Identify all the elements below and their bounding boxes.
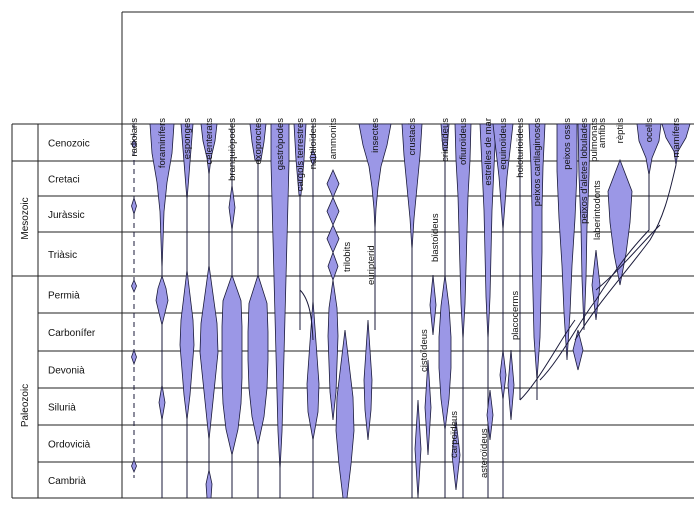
ocells-blob: [636, 123, 662, 176]
esponges-blob: [180, 123, 194, 201]
group-label: mamífers: [671, 118, 682, 158]
period-label: Triàsic: [48, 250, 77, 261]
radiolaris-blob: [131, 348, 137, 366]
group-label: foraminífers: [157, 118, 168, 168]
era-label: Paleozoic: [20, 384, 31, 427]
period-label: Cretaci: [48, 175, 80, 186]
celenterats-blob: [200, 123, 218, 176]
exoproctes-blob: [247, 273, 269, 446]
group-label: crinoïdeus: [440, 118, 451, 162]
group-label: peixos ossis: [562, 118, 573, 170]
reptil-branch: [595, 224, 661, 291]
inline-label: euripterid: [366, 245, 377, 285]
period-label: Permià: [48, 291, 80, 302]
group-label: ocells: [644, 118, 655, 143]
group-label: estrelles de mar: [483, 118, 494, 186]
gastro-branch: [299, 289, 314, 341]
inline-label: cistoïdeus: [419, 329, 430, 372]
placoderms-blob: [507, 349, 515, 421]
era-label: Mesozoic: [20, 197, 31, 239]
aletes-blob: [577, 123, 591, 331]
crinoideus-blob: [438, 274, 452, 431]
group-label: nautiloïdeus: [308, 118, 319, 169]
group-label: branquiòpodes: [227, 118, 238, 181]
chart-labels: Cenozoic Cretaci Juràssic Triàsic Permià Carb…: [20, 118, 682, 487]
group-label: peixos cartilaginosos: [532, 118, 543, 206]
cargols-blob: [293, 123, 307, 196]
group-label: peixos d'aletes lobulades: [579, 118, 590, 224]
inline-label: trilobits: [342, 242, 353, 272]
celenterats-blob: [199, 264, 219, 441]
cistoideus-blob: [424, 359, 432, 456]
trilobits-blob: [335, 329, 355, 499]
group-label: ammonits: [328, 118, 339, 159]
mamifers-blob: [661, 123, 691, 166]
period-label: Cambrià: [48, 476, 86, 487]
group-label: holoturioïdeus: [515, 118, 526, 178]
ammonits-blob: [326, 168, 340, 282]
group-label: crustacis: [407, 118, 418, 156]
group-label: insectes: [370, 118, 381, 153]
group-label: rèptils: [615, 118, 626, 144]
nautiloideus-blob: [309, 148, 317, 167]
ossis-blob: [556, 123, 578, 361]
esponges-blob: [179, 269, 195, 421]
group-shapes: [131, 123, 691, 499]
branquiopodes-blob: [228, 184, 236, 231]
inline-label: laberintodonts: [592, 180, 603, 240]
ofiuroideus-blob: [454, 123, 472, 341]
radiolaris-blob: [131, 196, 137, 216]
inline-label: blastoïdeus: [430, 213, 441, 262]
inline-label: placoderms: [510, 291, 521, 340]
branquiopodes-blob: [221, 273, 243, 456]
mamifers-branch: [574, 164, 677, 341]
nautiloideus-blob: [306, 299, 320, 441]
celenterats-blob: [205, 469, 213, 499]
foraminifers-blob: [155, 274, 169, 326]
group-label: cargols terrestres: [295, 118, 306, 192]
radiolaris-blob: [131, 458, 137, 474]
insectes-blob: [358, 123, 392, 231]
exoproctes-blob: [249, 123, 267, 161]
period-label: Devonià: [48, 366, 85, 377]
euripterid-blob: [363, 319, 373, 441]
fish-branch-2: [539, 299, 597, 381]
group-label: pulmonats: [589, 118, 600, 162]
period-label: Carbonífer: [48, 328, 96, 339]
foraminifers-blob: [158, 384, 166, 421]
asteroideus-blob: [486, 389, 494, 441]
reptils-blob: [607, 158, 633, 286]
period-label: Juràssic: [48, 210, 85, 221]
inline-label: asteroïdeus: [479, 428, 490, 478]
estrelles-blob: [479, 123, 497, 341]
group-label: radiolaris: [129, 118, 140, 157]
group-label: esponges: [182, 118, 193, 159]
equinoideus-blob: [492, 123, 514, 231]
radiolaris-blob: [131, 139, 137, 149]
equinoideus-blob: [499, 349, 507, 401]
foraminifers-blob: [149, 123, 175, 271]
period-label: Silurià: [48, 403, 76, 414]
group-label: gastròpodes: [275, 118, 286, 171]
fish-branch-1: [519, 319, 576, 401]
period-label: Cenozoic: [48, 139, 90, 150]
cartilaginosos-blob: [528, 123, 546, 381]
radiolaris-blob: [131, 278, 137, 294]
group-label: exoproctes: [253, 118, 264, 165]
gastropodes-blob: [270, 123, 290, 471]
group-label: ofiuroïdeus: [458, 118, 469, 165]
group-label: amfibis: [597, 118, 608, 148]
crustacis-blob-2: [414, 399, 422, 499]
crinoideus-blob: [440, 123, 450, 151]
blastoideus-blob: [429, 274, 437, 336]
group-label: celenterats: [204, 118, 215, 165]
ammonits-blob: [327, 279, 339, 421]
group-label: equinoïdeus: [498, 118, 509, 170]
inline-label: carpoïdeus: [449, 411, 460, 458]
crustacis-blob: [401, 123, 423, 251]
ocells-branch: [595, 175, 650, 301]
carpoideus-blob: [451, 419, 461, 491]
period-label: Ordovicià: [48, 440, 91, 451]
